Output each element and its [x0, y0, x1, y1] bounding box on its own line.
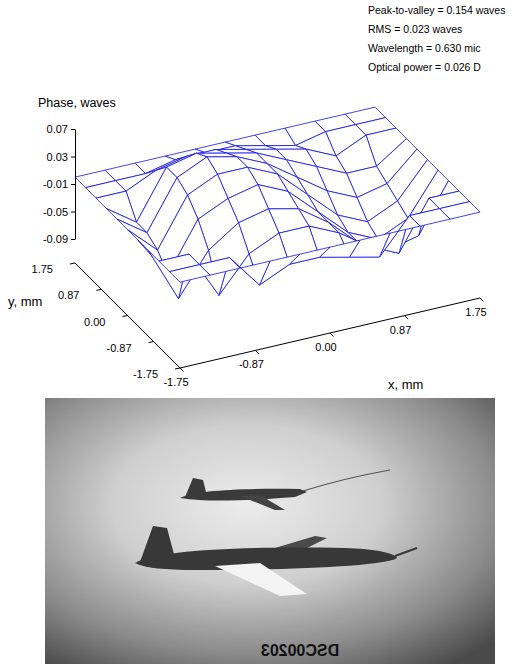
z-tick: -0.09: [43, 233, 75, 245]
wing: [240, 495, 285, 510]
aircraft-upper: [180, 470, 390, 510]
y-tick-label: 1.75: [32, 263, 53, 275]
x-axis-line: [180, 298, 480, 368]
y-tick-label: -1.75: [133, 368, 158, 380]
y-tick-mark: [123, 316, 128, 317]
z-tick-label: 0.07: [47, 123, 68, 135]
z-tick-label: -0.05: [43, 206, 68, 218]
x-tick-label: 0.87: [390, 324, 411, 336]
y-tick-mark: [149, 342, 154, 343]
photo-stamp: DSC00203: [261, 642, 339, 659]
x-tick-mark: [180, 368, 184, 372]
y-axis: -1.75 -0.87 0.00 0.87 1.75: [32, 263, 180, 380]
photo-background: [45, 398, 495, 664]
surface: [75, 107, 480, 299]
chart-svg: 0.07 0.03 -0.01 -0.05 -0.09 -1.75 -0.87 0.00 0.8…: [0, 0, 531, 666]
x-tick-mark: [480, 298, 484, 302]
x-tick-mark: [405, 316, 409, 320]
surface-cell: [230, 258, 271, 285]
z-axis-title: Phase, waves: [38, 96, 116, 110]
aircraft-lower: [135, 526, 417, 596]
z-tick-mark: [71, 157, 75, 158]
z-axis: 0.07 0.03 -0.01 -0.05 -0.09: [43, 123, 76, 245]
annotation: RMS = 0.023 waves: [368, 23, 462, 35]
z-tick-label: -0.09: [43, 233, 68, 245]
y-tick-mark: [96, 289, 101, 290]
photo: DSC00203: [45, 398, 495, 664]
z-tick: -0.05: [43, 206, 75, 218]
surface-cell: [170, 265, 211, 283]
y-tick-mark: [175, 368, 180, 369]
hose: [303, 470, 390, 491]
y-tick-label: 0.87: [58, 289, 79, 301]
y-tick-mark: [70, 263, 75, 264]
x-axis-title: x, mm: [388, 377, 423, 392]
annotation: Optical power = 0.026 D: [368, 61, 481, 73]
y-axis-title: y, mm: [8, 294, 42, 309]
z-tick: 0.07: [47, 123, 75, 135]
z-tick-mark: [71, 129, 75, 130]
y-axis-line: [75, 263, 180, 368]
surface-cell: [117, 219, 158, 250]
y-tick-label: -0.87: [107, 342, 132, 354]
x-tick-label: -0.87: [239, 358, 264, 370]
annotation: Peak-to-valley = 0.154 waves: [368, 4, 505, 16]
probe: [395, 548, 417, 556]
z-tick-mark: [71, 239, 75, 240]
page: 0.07 0.03 -0.01 -0.05 -0.09 -1.75 -0.87 0.00 0.8…: [0, 0, 531, 666]
x-tick-mark: [330, 333, 334, 337]
z-tick-label: -0.01: [43, 178, 68, 190]
annotations: Peak-to-valley = 0.154 waves RMS = 0.023 …: [368, 4, 505, 73]
wing-highlight: [215, 563, 307, 596]
fuselage: [135, 548, 397, 570]
tail: [185, 478, 207, 497]
z-tick-label: 0.03: [47, 151, 68, 163]
z-tick-mark: [71, 184, 75, 185]
x-tick-label: 1.75: [465, 306, 486, 318]
z-axis-line: [75, 130, 76, 240]
y-tick-label: 0.00: [84, 316, 105, 328]
x-tick-mark: [255, 350, 258, 354]
z-tick-mark: [71, 212, 75, 213]
annotation: Wavelength = 0.630 mic: [368, 42, 481, 54]
tail: [140, 526, 175, 562]
z-tick: -0.01: [43, 178, 75, 190]
x-axis: -1.75 -0.87 0.00 0.87 1.75: [163, 298, 486, 388]
z-tick: 0.03: [47, 151, 75, 163]
x-tick-label: -1.75: [163, 376, 188, 388]
x-tick-label: 0.00: [315, 341, 336, 353]
